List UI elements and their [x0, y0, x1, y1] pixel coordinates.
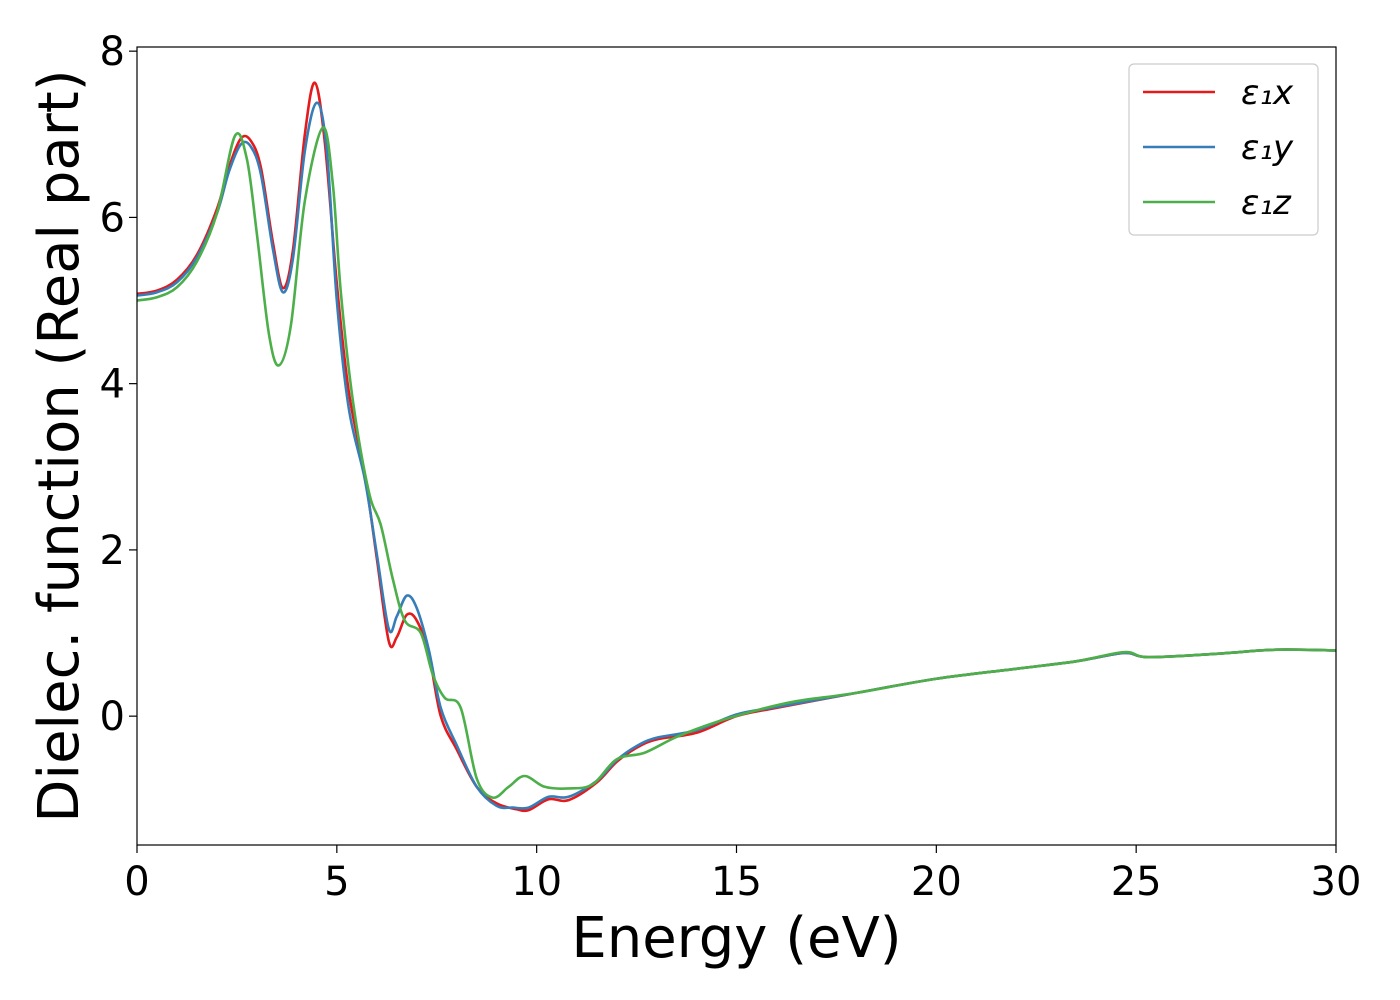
legend-label-1: ε₁x [1241, 73, 1294, 113]
x-tick-label: 30 [1311, 859, 1362, 905]
legend-label-3: ε₁z [1241, 183, 1292, 223]
series-layer [136, 81, 1337, 813]
x-tick-label: 20 [911, 859, 962, 905]
x-tick-label: 10 [511, 859, 562, 905]
series-line-3 [136, 126, 1337, 799]
plot-frame [136, 46, 1337, 846]
y-tick-label: 2 [100, 528, 125, 574]
y-tick-label: 8 [100, 29, 125, 75]
tick-layer: 0 5 10 15 20 25 30 0 2 4 6 8 [100, 29, 1362, 905]
y-tick-label: 0 [100, 694, 125, 740]
y-axis-title: Dielec. function (Real part) [27, 69, 92, 822]
x-tick-label: 25 [1111, 859, 1162, 905]
legend: ε₁x ε₁y ε₁z [1128, 63, 1319, 236]
y-tick-label: 6 [100, 195, 125, 241]
legend-label-2: ε₁y [1241, 128, 1294, 168]
legend-box [1128, 63, 1319, 236]
x-axis-title: Energy (eV) [571, 906, 901, 971]
x-tick-label: 5 [324, 859, 349, 905]
x-tick-label: 15 [711, 859, 762, 905]
x-tick-label: 0 [124, 859, 149, 905]
y-tick-label: 4 [100, 362, 125, 408]
